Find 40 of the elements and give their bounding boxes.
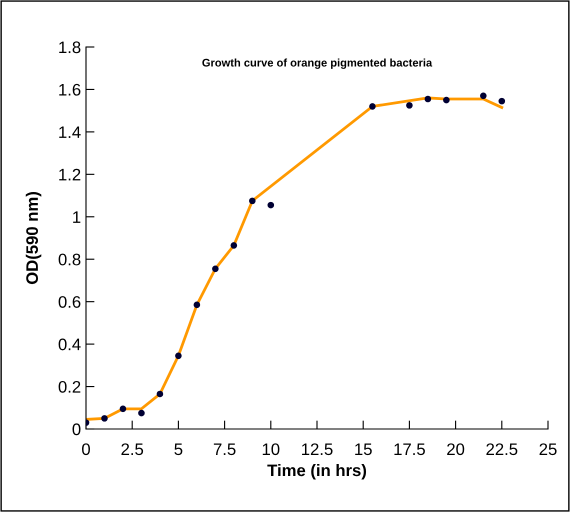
point xyxy=(443,96,450,104)
text: Growth curve of orange pigmented bacteria xyxy=(202,58,432,69)
y-tick-label: 1.2 xyxy=(59,168,80,180)
point xyxy=(101,415,108,422)
y-tick-label: 1.6 xyxy=(59,84,80,96)
point xyxy=(120,406,126,412)
point xyxy=(406,102,413,109)
x-tick-label: 20 xyxy=(447,443,464,456)
point xyxy=(369,103,376,110)
y-tick-label: 1 xyxy=(73,211,80,223)
point xyxy=(480,92,487,100)
x-tick-label: 12.5 xyxy=(302,443,333,456)
point xyxy=(175,352,182,360)
x-axis-title: Time (in hrs) xyxy=(267,464,366,480)
y-tick-label: 0.6 xyxy=(58,296,80,308)
y-axis-title: OD(590 nm) xyxy=(26,192,42,284)
point xyxy=(194,302,200,308)
y-tick-label: 0.2 xyxy=(58,380,80,393)
x-tick-label: 10 xyxy=(262,443,280,456)
point xyxy=(268,202,274,208)
point xyxy=(424,96,432,102)
point xyxy=(498,98,506,104)
x-tick-label: 5 xyxy=(174,444,182,456)
x-tick-label: 7.5 xyxy=(214,444,236,456)
y-tick-label: 1.8 xyxy=(59,41,80,54)
y-tick-label: 1.4 xyxy=(59,126,81,138)
x-tick-label: 17.5 xyxy=(394,444,425,456)
point xyxy=(138,410,145,416)
point xyxy=(249,198,256,204)
x-tick-label: 2.5 xyxy=(121,443,144,456)
x-tick-label: 25 xyxy=(540,443,557,456)
x-tick-label: 15 xyxy=(355,444,372,456)
y-tick-label: 0 xyxy=(72,423,80,436)
point xyxy=(156,390,164,398)
point xyxy=(230,242,238,249)
point xyxy=(212,265,219,272)
y-tick-label: 0.8 xyxy=(58,254,80,266)
y-tick-label: 0.4 xyxy=(58,338,81,350)
x-tick-label: 22.5 xyxy=(486,443,518,456)
x-tick-label: 0 xyxy=(82,443,90,456)
